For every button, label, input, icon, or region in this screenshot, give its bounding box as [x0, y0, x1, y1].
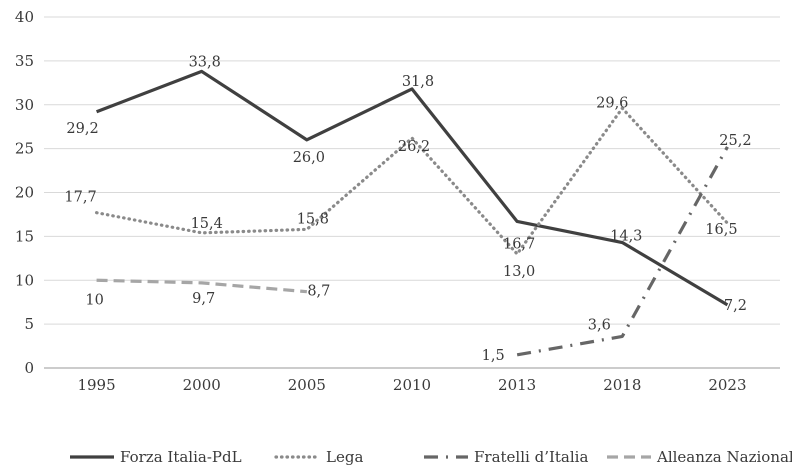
data-label: 14,3	[610, 229, 642, 245]
data-label: 13,0	[503, 264, 535, 280]
y-axis-tick-labels: 0 5 10 15 20 25 30 35 40	[15, 8, 34, 377]
series-line-alleanza-nazionale	[96, 278, 307, 294]
y-tick-label: 40	[15, 8, 34, 26]
legend-label: Fratelli d’Italia	[474, 448, 588, 466]
y-tick-label: 35	[15, 52, 34, 70]
legend-label: Lega	[326, 448, 363, 466]
data-label: 7,2	[724, 298, 747, 314]
data-label: 17,7	[64, 190, 96, 206]
series-line-lega	[94, 106, 730, 256]
series-line-fratelli-d-italia	[516, 146, 729, 357]
gridlines	[44, 16, 780, 369]
y-tick-label: 30	[15, 96, 34, 114]
y-tick-label: 15	[15, 227, 34, 245]
legend-label: Forza Italia-PdL	[120, 448, 242, 466]
data-label: 15,4	[191, 216, 223, 232]
data-label: 26,2	[398, 139, 430, 155]
y-tick-label: 10	[15, 271, 34, 289]
data-label: 3,6	[588, 317, 611, 333]
data-label: 10	[85, 292, 103, 308]
x-tick-label: 2023	[708, 376, 746, 394]
legend: Forza Italia-PdL Lega Fratelli d’Italia All…	[70, 448, 792, 466]
y-tick-label: 25	[15, 140, 34, 158]
series-lines	[94, 69, 730, 357]
x-tick-label: 2005	[288, 376, 326, 394]
x-tick-label: 1995	[77, 376, 115, 394]
x-tick-label: 2013	[498, 376, 536, 394]
data-label: 16,5	[705, 222, 737, 238]
data-label: 15,8	[297, 211, 329, 227]
x-tick-label: 2018	[603, 376, 641, 394]
y-tick-label: 5	[24, 315, 34, 333]
data-label: 9,7	[192, 291, 215, 307]
legend-label: Alleanza Nazionale	[656, 448, 792, 466]
data-label: 29,2	[66, 121, 98, 137]
data-label: 29,6	[596, 95, 628, 111]
data-label: 25,2	[719, 133, 751, 149]
data-labels: 29,2 33,8 26,0 31,8 16,7 14,3 7,2 17,7 15,4 15,8 2…	[64, 54, 751, 363]
x-axis-tick-labels: 1995 2000 2005 2010 2013 2018 2023	[77, 376, 746, 394]
y-tick-label: 0	[24, 359, 34, 377]
data-label: 33,8	[189, 54, 221, 70]
data-label: 26,0	[293, 150, 325, 166]
data-label: 8,7	[307, 284, 330, 300]
x-tick-label: 2010	[393, 376, 431, 394]
x-tick-label: 2000	[183, 376, 221, 394]
data-label: 31,8	[402, 74, 434, 90]
data-label: 16,7	[503, 236, 535, 252]
y-tick-label: 20	[15, 184, 34, 202]
series-line-forza-italia-pdl	[95, 69, 729, 307]
data-label: 1,5	[482, 348, 505, 364]
